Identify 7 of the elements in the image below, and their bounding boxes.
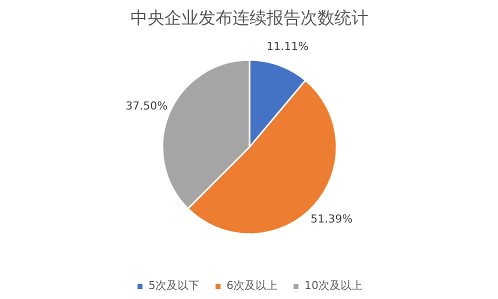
legend-label: 6次及以上	[226, 278, 278, 293]
legend-label: 5次及以下	[148, 278, 200, 293]
data-label: 11.11%	[266, 40, 309, 54]
chart-title: 中央企业发布连续报告次数统计	[130, 8, 368, 28]
data-label: 51.39%	[310, 212, 353, 226]
legend-label: 10次及以上	[304, 278, 362, 293]
data-label: 37.50%	[126, 100, 168, 113]
